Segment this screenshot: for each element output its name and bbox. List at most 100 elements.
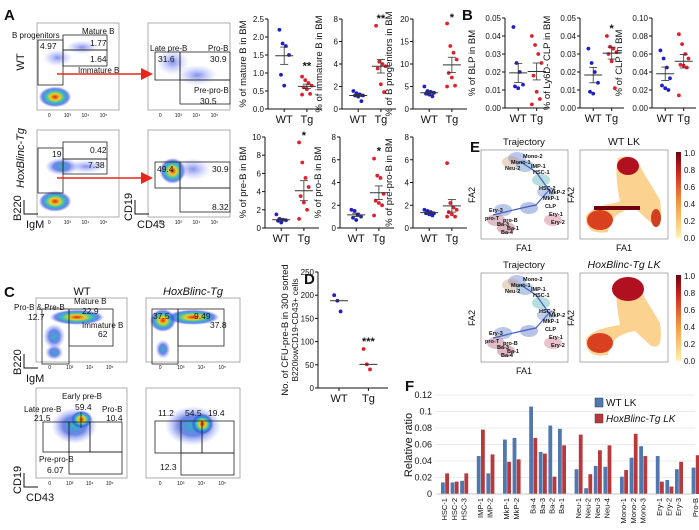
gate-value: 49.4 (157, 164, 174, 174)
x-tick-label: Ery-1 (655, 498, 664, 516)
bar-wt (665, 479, 670, 494)
density-cloud (38, 190, 72, 212)
flow-x-tick: 0 (48, 365, 51, 371)
data-point (591, 91, 596, 96)
flow-x-tick: 10⁴ (193, 220, 201, 226)
trajectory-cluster (497, 222, 515, 234)
column-title-tg: HoxBlinc-Tg (163, 286, 224, 298)
y-tick-label: 20 (400, 15, 409, 24)
significance-marker: *** (362, 336, 376, 348)
gate-value: 10.4 (106, 413, 123, 423)
gate-value: 31.6 (158, 54, 175, 64)
bar-wt (486, 473, 491, 494)
x-tick-label: Tg (300, 114, 313, 126)
x-tick-label: Pro-B (691, 498, 699, 517)
cluster-label: Mono-2 (523, 277, 543, 283)
bar-tg (552, 476, 557, 494)
cluster-label: Mono-1 (511, 160, 531, 166)
y-axis-label: % of pre-B in BM (238, 147, 249, 219)
gate-label: Late pre-B (24, 405, 61, 414)
bar-wt (529, 406, 533, 494)
data-point (274, 212, 279, 217)
flow-c-tg-cd19-cd43: 0 10³ 10⁴ 10⁵ 11.2 54.5 19.4 12.3 (145, 387, 241, 487)
data-point (300, 74, 304, 79)
cluster-label: IMP-1 (531, 164, 546, 170)
cluster-label: Ery-1 (549, 335, 563, 341)
data-point (668, 76, 672, 81)
x-axis-label-cd43: CD43 (137, 219, 165, 231)
gate-label: Mature B (74, 297, 106, 306)
bar-tg (481, 429, 485, 494)
bar-tg (643, 456, 648, 494)
density-tg-lk: HoxBlinc-Tg LK FA2 1.0 0.8 0.6 0.4 0.2 0.0 (566, 259, 696, 366)
gate-label: Pre-pro-B (194, 86, 229, 95)
gate-value: 11.2 (158, 408, 174, 418)
data-point (511, 25, 516, 29)
data-point (430, 94, 435, 99)
trajectory-cluster (532, 297, 550, 309)
x-tick-label: WT (273, 233, 290, 245)
flow-x-tick: 10⁴ (198, 365, 206, 371)
data-point (375, 173, 380, 178)
data-point (448, 44, 453, 48)
y-tick-label: 4 (334, 60, 339, 69)
cluster-label: Ba-3 (497, 345, 509, 351)
dot-plot-pre_b: 0 2 4 6 8 10% of pre-B in BM WT Tg * (238, 130, 319, 245)
data-point (280, 41, 285, 46)
y-tick-label: 0.06 (414, 440, 432, 450)
legend-label-wt: WT LK (606, 398, 637, 409)
x-tick-label: WT (585, 113, 602, 125)
data-point (301, 200, 306, 205)
data-point (372, 156, 376, 161)
colorbar-tick: 0.8 (684, 289, 696, 298)
y-tick-label: 10 (252, 133, 261, 142)
y-tick-label: 4 (257, 188, 262, 197)
data-point (537, 97, 542, 101)
x-tick-label: Mono-2 (629, 498, 638, 523)
y-axis-label: % of BLP in BM (467, 30, 478, 96)
y-axis-label-cd19: CD19 (123, 193, 135, 221)
data-point (676, 93, 681, 98)
gate-value: 12.7 (28, 312, 45, 322)
x-tick-label: IMP-2 (486, 498, 495, 518)
y-axis-label-cd19: CD19 (12, 466, 24, 494)
x-tick-label: WT (350, 114, 367, 126)
trajectory-cluster (494, 204, 512, 216)
bar-tg (562, 445, 566, 494)
cluster-label: pro-B (503, 341, 518, 347)
y-tick-label: 0 (405, 224, 410, 233)
data-point (446, 71, 451, 75)
bar-wt (620, 476, 624, 494)
colorbar-tick: 0.6 (684, 183, 696, 192)
gate-value: 54.5 (185, 408, 202, 418)
data-point (533, 43, 537, 47)
data-point (529, 34, 534, 38)
trajectory-cluster (516, 283, 534, 295)
bar-tg (598, 450, 602, 494)
panel-label-c: C (4, 284, 15, 301)
data-point (308, 91, 312, 96)
data-point (297, 217, 301, 221)
x-tick-label: HSC-1 (440, 498, 449, 521)
bar-tg (454, 481, 459, 494)
cluster-label: Neu-2 (505, 166, 520, 172)
data-point (303, 176, 308, 180)
gate-value: 37.5 (153, 311, 170, 321)
flow-x-tick: 0 (159, 365, 162, 371)
density-cloud (155, 339, 171, 359)
cluster-label: Ba-4 (501, 353, 514, 359)
density-cloud (45, 344, 64, 361)
row-label-wt: WT (15, 53, 27, 70)
bar-wt (584, 488, 588, 494)
y-tick-label: 50 (305, 361, 314, 370)
flow-x-tick: 10³ (177, 365, 185, 371)
x-tick-label: Ery-3 (674, 498, 683, 516)
y-axis-label: FA2 (566, 310, 576, 326)
gate-label: Early pre-B (62, 392, 102, 401)
y-tick-label: 0 (427, 489, 432, 499)
cluster-label: MkP-1 (543, 319, 559, 325)
gate (68, 451, 123, 475)
high-density-region (617, 157, 639, 175)
